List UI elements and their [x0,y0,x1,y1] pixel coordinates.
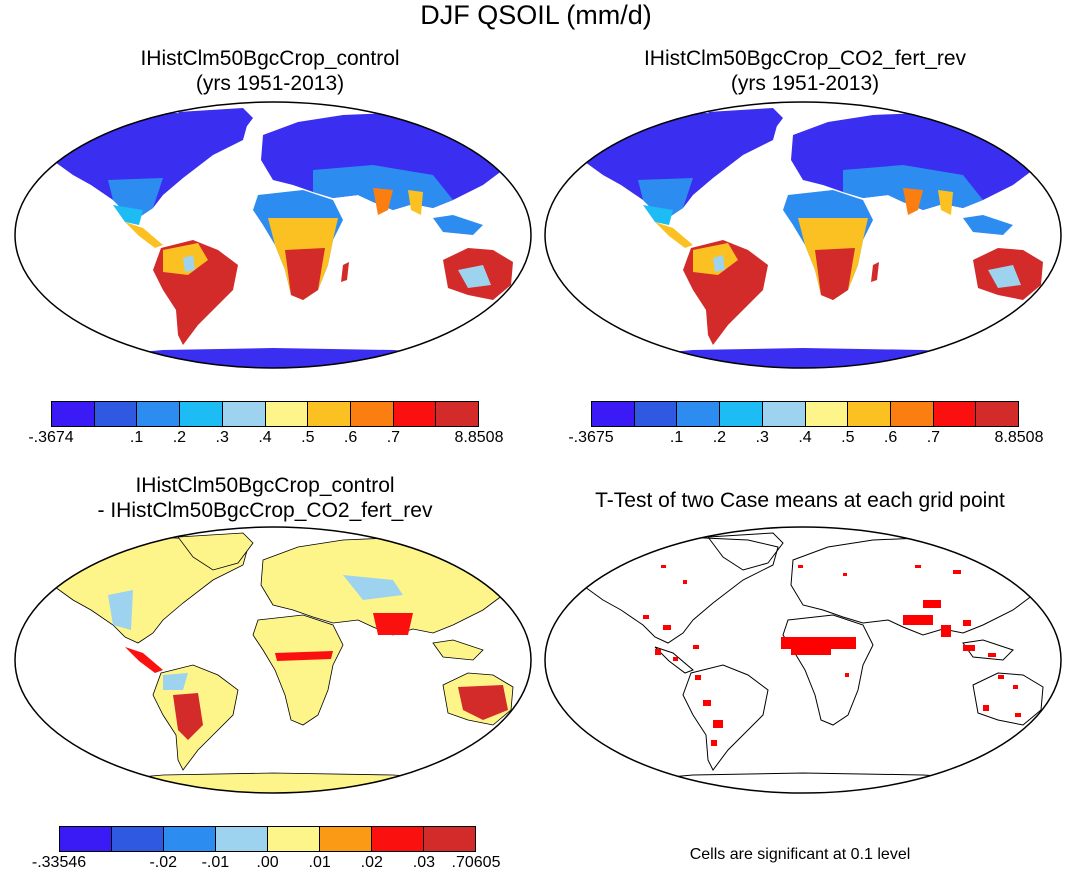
colorbar-label: -.3674 [28,429,74,446]
panel-4-title: T-Test of two Case means at each grid po… [550,488,1050,513]
panel-2-title-line1: IHistClm50BgcCrop_CO2_fert_rev [643,47,967,70]
colorbar-swatch [720,402,763,426]
colorbar-label: 8.8508 [994,429,1044,446]
antarctica [53,348,513,368]
significance-note: Cells are significant at 0.1 level [689,846,911,863]
colorbar-swatch [677,402,721,426]
panel-4-title-line1: T-Test of two Case means at each grid po… [595,489,1005,512]
north-america [53,112,248,218]
colorbar-label: -.02 [149,854,178,871]
map-ttest [544,526,1062,794]
colorbar-swatch [222,402,266,426]
figure-title: DJF QSOIL (mm/d) [420,0,652,30]
colorbar-swatch [60,827,112,851]
colorbar-swatch [350,402,394,426]
colorbar-label: .01 [308,854,331,871]
colorbar-label: .1 [669,429,684,446]
colorbar-swatch [52,402,95,426]
panel-1-title: IHistClm50BgcCrop_control (yrs 1951-2013… [60,46,480,96]
colorbar-swatch [180,402,223,426]
colorbar-label: .3 [215,429,229,446]
colorbar-label: .2 [712,429,727,446]
colorbar-label: -.33546 [31,854,87,871]
map-control [14,101,532,369]
colorbar-swatch [137,402,181,426]
colorbar-swatch [393,402,437,426]
colorbar-control [51,401,479,427]
colorbar-label: .3 [755,429,769,446]
colorbar-swatch [265,402,309,426]
greenland [178,108,253,145]
colorbar-swatch [436,402,479,426]
colorbar-swatch [94,402,138,426]
colorbar-swatch [805,402,849,426]
colorbar-label: -.3675 [568,429,614,446]
colorbar-label: .1 [129,429,144,446]
colorbar-label: -.01 [201,854,230,871]
map-difference [14,526,532,794]
colorbar-swatch [762,402,806,426]
colorbar-swatch [268,827,320,851]
colorbar-swatch [976,402,1019,426]
colorbar-label: .7 [926,429,941,446]
panel-3-title-line2: - IHistClm50BgcCrop_CO2_fert_rev [97,499,433,522]
panel-3-title-line1: IHistClm50BgcCrop_control [135,474,395,497]
colorbar-label: .4 [258,429,272,446]
colorbar-swatch [848,402,891,426]
colorbar-swatch [372,827,424,851]
panel-2-title: IHistClm50BgcCrop_CO2_fert_rev (yrs 1951… [595,46,1015,96]
colorbar-label: .5 [841,429,855,446]
colorbar-label: .2 [172,429,187,446]
panel-1-title-line1: IHistClm50BgcCrop_control [140,47,400,70]
colorbar-label: .00 [256,854,279,871]
colorbar-swatch [308,402,351,426]
colorbar-label: .4 [798,429,812,446]
colorbar-swatch [424,827,475,851]
significant-cells [643,565,1021,746]
colorbar-difference [59,826,476,852]
colorbar-swatch [592,402,635,426]
map-co2-fert-rev [544,101,1062,369]
colorbar-swatch [320,827,372,851]
colorbar-label: .7 [386,429,401,446]
panel-2-title-line2: (yrs 1951-2013) [730,72,880,95]
colorbar-swatch [164,827,216,851]
panel-3-title: IHistClm50BgcCrop_control - IHistClm50Bg… [30,473,500,523]
colorbar-label: .02 [360,854,383,871]
colorbar-label: .6 [343,429,358,446]
panel-1-title-line2: (yrs 1951-2013) [195,72,345,95]
colorbar-label: .6 [883,429,898,446]
colorbar-label: 8.8508 [454,429,504,446]
colorbar-swatch [933,402,977,426]
colorbar-swatch [634,402,678,426]
colorbar-label: .03 [412,854,435,871]
colorbar-label: .5 [301,429,315,446]
colorbar-label: .70605 [451,854,501,871]
colorbar-swatch [112,827,164,851]
colorbar-swatch [890,402,934,426]
colorbar-co2-fert-rev [591,401,1019,427]
colorbar-swatch [216,827,268,851]
